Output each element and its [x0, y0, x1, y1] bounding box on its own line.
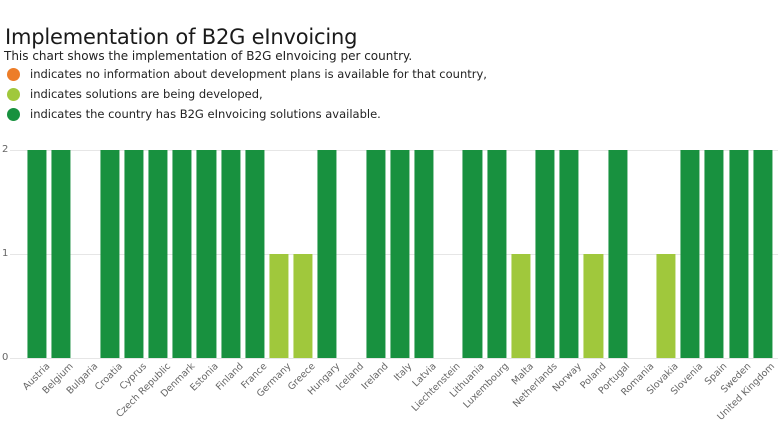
light-green-dot-icon: [7, 87, 20, 101]
bar-estonia[interactable]: [196, 150, 216, 358]
bar-czech-republic[interactable]: [148, 150, 168, 358]
bar-slot-norway: Norway: [551, 150, 584, 394]
gridline-0: [10, 357, 778, 359]
bar-slot-united-kingdom: United Kingdom: [716, 150, 777, 423]
bar-slot-luxembourg: Luxembourg: [462, 150, 511, 411]
bar-slot-finland: Finland: [214, 150, 245, 393]
legend-item-being-developed: indicates solutions are being developed,: [7, 84, 487, 104]
bar-slot-bulgaria: Bulgaria: [65, 150, 101, 397]
bar-ireland[interactable]: [366, 150, 386, 358]
bar-finland[interactable]: [221, 150, 241, 358]
bar-slot-italy: Italy: [388, 150, 415, 383]
bar-slot-hungary: Hungary: [306, 150, 342, 397]
bar-italy[interactable]: [390, 150, 410, 358]
bar-slot-cyprus: Cyprus: [117, 150, 149, 392]
bar-greece[interactable]: [293, 254, 313, 358]
bar-luxembourg[interactable]: [487, 150, 507, 358]
bar-denmark[interactable]: [172, 150, 192, 358]
bar-spain[interactable]: [704, 150, 724, 358]
bar-slot-austria: Austria: [20, 150, 52, 393]
bar-slot-portugal: Portugal: [597, 150, 632, 397]
legend-item-no-information: indicates no information about developme…: [7, 64, 487, 84]
bar-netherlands[interactable]: [535, 150, 555, 358]
bar-slot-greece: Greece: [286, 150, 318, 393]
bar-austria[interactable]: [27, 150, 47, 358]
bar-slot-germany: Germany: [255, 150, 294, 400]
y-tick-label-0: 0: [2, 352, 9, 363]
bar-latvia[interactable]: [414, 150, 434, 358]
bar-france[interactable]: [245, 150, 265, 358]
chart-subtitle: This chart shows the implementation of B…: [4, 49, 413, 63]
bar-slot-romania: Romania: [619, 150, 656, 398]
dark-green-dot-icon: [7, 107, 20, 121]
y-tick-label-2: 2: [2, 144, 9, 155]
bar-slot-netherlands: Netherlands: [511, 150, 560, 410]
bar-cyprus[interactable]: [124, 150, 144, 358]
legend-label: indicates no information about developme…: [30, 67, 487, 81]
bar-slot-estonia: Estonia: [189, 150, 221, 394]
bar-slot-poland: Poland: [578, 150, 608, 391]
bar-slot-czech-republic: Czech Republic: [114, 150, 173, 420]
bar-slot-lithuania: Lithuania: [448, 150, 487, 400]
bar-slot-sweden: Sweden: [719, 150, 753, 395]
bar-slot-liechtenstein: Liechtenstein: [410, 150, 463, 414]
bar-slot-latvia: Latvia: [411, 150, 439, 389]
bar-united-kingdom[interactable]: [753, 150, 773, 358]
bar-belgium[interactable]: [51, 150, 71, 358]
bar-slot-slovenia: Slovenia: [669, 150, 705, 397]
bar-germany[interactable]: [269, 254, 289, 358]
bar-poland[interactable]: [583, 254, 603, 358]
bar-slot-france: France: [239, 150, 270, 391]
bar-slot-iceland: Iceland: [334, 150, 366, 393]
bar-slot-malta: Malta: [509, 150, 536, 387]
bar-slovenia[interactable]: [680, 150, 700, 358]
bar-slot-ireland: Ireland: [359, 150, 390, 392]
bar-slot-croatia: Croatia: [93, 150, 124, 393]
bar-portugal[interactable]: [608, 150, 628, 358]
legend: indicates no information about developme…: [7, 64, 487, 124]
x-label-ireland: Ireland: [359, 361, 391, 393]
bar-slot-slovakia: Slovakia: [645, 150, 681, 397]
bar-slovakia[interactable]: [656, 254, 676, 358]
bar-norway[interactable]: [559, 150, 579, 358]
bar-lithuania[interactable]: [462, 150, 483, 358]
bar-slot-spain: Spain: [702, 150, 729, 388]
orange-dot-icon: [7, 67, 20, 81]
bar-slot-denmark: Denmark: [158, 150, 197, 400]
bar-series: Austria Belgium Bulgaria Croatia Cyprus Czech…: [20, 150, 777, 423]
y-tick-label-1: 1: [2, 248, 9, 259]
bar-malta[interactable]: [511, 254, 531, 358]
legend-label: indicates solutions are being developed,: [30, 87, 263, 101]
legend-item-solutions-available: indicates the country has B2G eInvoicing…: [7, 104, 487, 124]
bar-croatia[interactable]: [100, 150, 120, 358]
bar-hungary[interactable]: [317, 150, 337, 358]
chart-title: Implementation of B2G eInvoicing: [5, 25, 358, 49]
legend-label: indicates the country has B2G eInvoicing…: [30, 107, 381, 121]
bar-sweden[interactable]: [728, 150, 749, 358]
plot-area: 0 1 2 Austria Belgium Bulgaria Croatia Cyprus Cz…: [0, 144, 780, 423]
bar-slot-belgium: Belgium: [41, 150, 76, 396]
